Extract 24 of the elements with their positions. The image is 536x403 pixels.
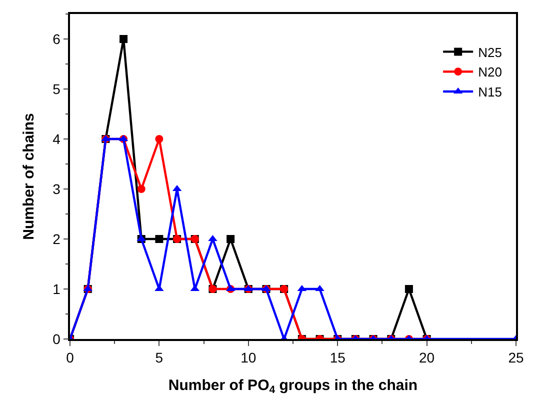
x-tick-label: 5 bbox=[155, 350, 164, 366]
x-tick-label: 0 bbox=[66, 350, 74, 366]
legend-label: N20 bbox=[478, 64, 502, 80]
x-tick-label: 25 bbox=[508, 350, 524, 366]
legend-label: N15 bbox=[478, 84, 502, 100]
y-tick-label: 2 bbox=[52, 230, 61, 247]
x-tick-label: 10 bbox=[240, 350, 256, 366]
point bbox=[120, 35, 128, 43]
y-tick-label: 3 bbox=[52, 180, 61, 197]
y-tick-label: 1 bbox=[52, 280, 61, 297]
point bbox=[155, 135, 164, 143]
x-axis-title: Number of PO$_{4}$ groups in the chain bbox=[168, 377, 418, 396]
point bbox=[226, 235, 235, 243]
x-tick-label: 20 bbox=[419, 350, 435, 366]
legend-label: N25 bbox=[478, 44, 502, 60]
y-tick-label: 0 bbox=[52, 330, 61, 347]
point bbox=[404, 285, 413, 293]
point bbox=[155, 235, 164, 243]
y-tick-label: 5 bbox=[52, 80, 61, 97]
y-tick-label: 4 bbox=[52, 130, 61, 147]
y-tick-label: 6 bbox=[52, 30, 61, 47]
point bbox=[137, 185, 146, 193]
y-axis-title: Number of chains bbox=[20, 113, 38, 240]
x-tick-label: 15 bbox=[330, 350, 346, 366]
